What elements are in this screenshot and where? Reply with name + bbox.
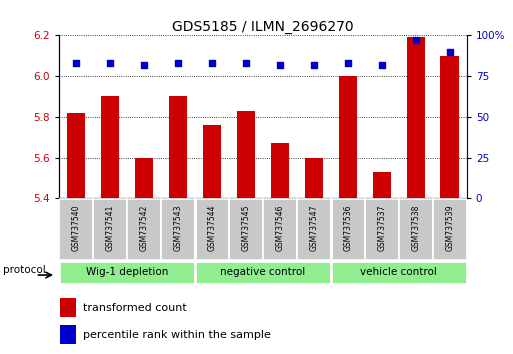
Point xyxy=(412,38,420,43)
FancyBboxPatch shape xyxy=(433,199,467,259)
FancyBboxPatch shape xyxy=(127,199,161,259)
Bar xyxy=(236,111,255,198)
Text: GSM737543: GSM737543 xyxy=(173,205,183,251)
Point xyxy=(378,62,386,68)
Point xyxy=(242,60,250,66)
FancyBboxPatch shape xyxy=(399,199,432,259)
Text: Wig-1 depletion: Wig-1 depletion xyxy=(86,267,168,277)
Bar xyxy=(270,143,289,198)
Bar xyxy=(169,96,187,198)
FancyBboxPatch shape xyxy=(297,199,331,259)
FancyBboxPatch shape xyxy=(93,199,127,259)
FancyBboxPatch shape xyxy=(195,199,229,259)
Bar xyxy=(61,298,76,317)
Point xyxy=(174,60,182,66)
Text: GSM737545: GSM737545 xyxy=(242,205,250,251)
Text: protocol: protocol xyxy=(3,265,46,275)
Bar xyxy=(305,158,323,198)
Point xyxy=(276,62,284,68)
Text: GSM737537: GSM737537 xyxy=(378,205,386,251)
Bar xyxy=(101,96,120,198)
Text: GSM737540: GSM737540 xyxy=(71,205,81,251)
FancyBboxPatch shape xyxy=(229,199,263,259)
Point xyxy=(106,60,114,66)
Text: transformed count: transformed count xyxy=(83,303,187,313)
Point xyxy=(208,60,216,66)
Bar xyxy=(372,172,391,198)
Point xyxy=(310,62,318,68)
FancyBboxPatch shape xyxy=(161,199,195,259)
Bar xyxy=(441,56,459,198)
FancyBboxPatch shape xyxy=(195,261,331,284)
Text: percentile rank within the sample: percentile rank within the sample xyxy=(83,330,271,340)
FancyBboxPatch shape xyxy=(331,199,365,259)
Text: GSM737542: GSM737542 xyxy=(140,205,148,251)
Bar xyxy=(203,125,221,198)
Point xyxy=(344,60,352,66)
Text: negative control: negative control xyxy=(220,267,306,277)
Text: GSM737547: GSM737547 xyxy=(309,205,319,251)
FancyBboxPatch shape xyxy=(59,261,195,284)
Text: GSM737541: GSM737541 xyxy=(106,205,114,251)
Point xyxy=(446,49,454,55)
Bar xyxy=(61,325,76,344)
FancyBboxPatch shape xyxy=(331,261,467,284)
FancyBboxPatch shape xyxy=(263,199,297,259)
Text: GSM737536: GSM737536 xyxy=(343,205,352,251)
Title: GDS5185 / ILMN_2696270: GDS5185 / ILMN_2696270 xyxy=(172,21,354,34)
Bar xyxy=(339,76,357,198)
Bar xyxy=(134,158,153,198)
Text: GSM737538: GSM737538 xyxy=(411,205,420,251)
Point xyxy=(140,62,148,68)
Bar xyxy=(406,38,425,198)
Text: vehicle control: vehicle control xyxy=(361,267,437,277)
Text: GSM737544: GSM737544 xyxy=(207,205,216,251)
Text: GSM737546: GSM737546 xyxy=(275,205,284,251)
FancyBboxPatch shape xyxy=(59,199,93,259)
Point xyxy=(72,60,80,66)
Bar xyxy=(67,113,85,198)
Text: GSM737539: GSM737539 xyxy=(445,205,455,251)
FancyBboxPatch shape xyxy=(365,199,399,259)
